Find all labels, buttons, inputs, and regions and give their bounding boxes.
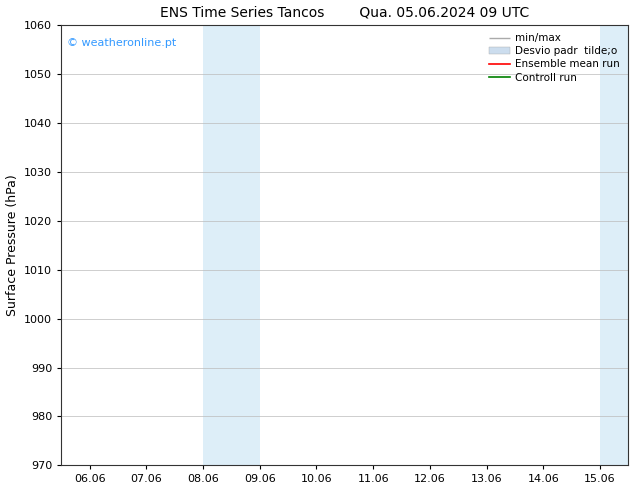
Bar [203, 25, 260, 465]
Y-axis label: Surface Pressure (hPa): Surface Pressure (hPa) [6, 174, 18, 316]
Title: ENS Time Series Tancos        Qua. 05.06.2024 09 UTC: ENS Time Series Tancos Qua. 05.06.2024 0… [160, 5, 529, 20]
Text: © weatheronline.pt: © weatheronline.pt [67, 38, 176, 48]
Legend: min/max, Desvio padr  tilde;o, Ensemble mean run, Controll run: min/max, Desvio padr tilde;o, Ensemble m… [486, 30, 623, 86]
Bar [600, 25, 628, 465]
